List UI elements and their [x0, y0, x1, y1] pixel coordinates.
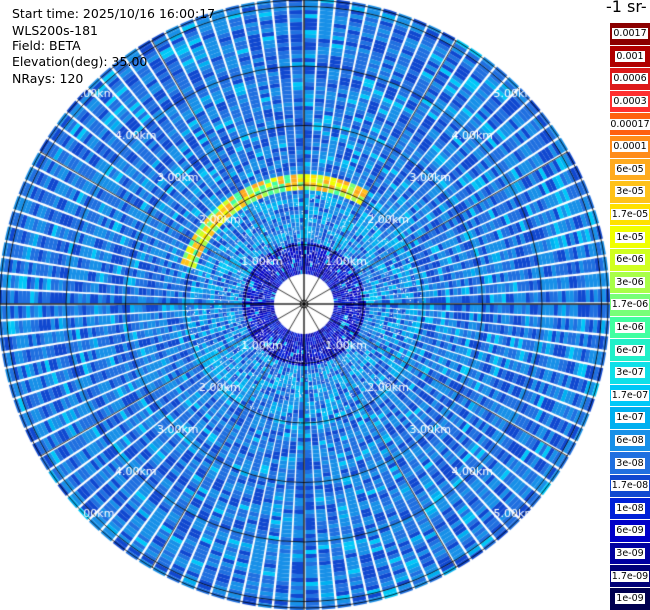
- colorbar-swatch: 0.0006: [610, 67, 650, 90]
- colorbar-tick-label: 1.7e-07: [610, 389, 650, 401]
- colorbar-swatch: 0.0017: [610, 22, 650, 45]
- field-label: Field: BETA: [12, 38, 81, 53]
- colorbar-swatch: 1.7e-08: [610, 474, 650, 497]
- colorbar-swatch: 6e-07: [610, 338, 650, 361]
- colorbar-tick-label: 0.0003: [612, 96, 648, 108]
- colorbar-tick-label: 0.0017: [612, 28, 648, 40]
- colorbar-tick-label: 1e-07: [615, 412, 645, 424]
- colorbar-swatch: 3e-05: [610, 180, 650, 203]
- colorbar-tick-label: 3e-08: [615, 457, 645, 469]
- colorbar-swatch: 6e-08: [610, 428, 650, 452]
- colorbar-tick-label: 6e-08: [615, 435, 645, 447]
- colorbar-swatch: 1.7e-09: [610, 564, 650, 587]
- colorbar-swatch: 6e-09: [610, 519, 650, 542]
- colorbar-swatch: 3e-09: [610, 541, 650, 565]
- ppi-scan-plot: [0, 0, 610, 610]
- colorbar-tick-label: 3e-07: [615, 367, 645, 379]
- colorbar-tick-label: 1e-09: [615, 593, 645, 605]
- colorbar-swatch: 1.7e-07: [610, 383, 650, 407]
- colorbar-tick-label: 3e-09: [615, 548, 645, 560]
- colorbar-tick-label: 6e-09: [615, 525, 645, 537]
- colorbar-tick-label: 1.7e-08: [610, 480, 650, 492]
- colorbar-unit-label: -1 sr-: [606, 0, 647, 16]
- colorbar-tick-label: 1.7e-09: [610, 570, 650, 582]
- colorbar-tick-label: 1.7e-06: [610, 299, 650, 311]
- colorbar-tick-label: 1e-05: [615, 231, 645, 243]
- colorbar-tick-label: 0.00017: [609, 118, 650, 130]
- colorbar-swatch: 1e-05: [610, 225, 650, 248]
- colorbar-tick-label: 0.0006: [612, 73, 648, 85]
- nrays-label: NRays: 120: [12, 71, 84, 86]
- colorbar-tick-label: 6e-05: [615, 163, 645, 175]
- start-time-label: Start time: 2025/10/16 16:00:17: [12, 6, 216, 21]
- colorbar-swatch: 0.001: [610, 44, 650, 68]
- colorbar-tick-label: 6e-06: [615, 254, 645, 266]
- colorbar-swatch: 6e-06: [610, 248, 650, 271]
- elevation-label: Elevation(deg): 35.00: [12, 54, 148, 69]
- colorbar-tick-label: 1.7e-05: [610, 209, 650, 221]
- colorbar-swatch: 3e-06: [610, 270, 650, 294]
- colorbar-swatch: 3e-08: [610, 451, 650, 474]
- colorbar-tick-label: 3e-06: [615, 276, 645, 288]
- colorbar-swatch: 3e-07: [610, 361, 650, 384]
- colorbar-tick-label: 0.0001: [612, 141, 648, 153]
- station-label: WLS200s-181: [12, 23, 98, 38]
- colorbar-swatch: 1e-08: [610, 496, 650, 520]
- colorbar-swatch: 1e-07: [610, 406, 650, 429]
- colorbar-swatch: 1.7e-06: [610, 293, 650, 316]
- colorbar-swatch: 1.7e-05: [610, 202, 650, 226]
- colorbar-swatch: 6e-05: [610, 157, 650, 181]
- colorbar-tick-label: 1e-08: [615, 502, 645, 514]
- colorbar-tick-label: 6e-07: [615, 344, 645, 356]
- colorbar-tick-label: 3e-05: [615, 186, 645, 198]
- colorbar-tick-label: 0.001: [615, 50, 645, 62]
- colorbar: 0.0017 0.001 0.0006 0.0003 0.00017 0.0001 6e-0…: [609, 22, 650, 610]
- colorbar-tick-label: 1e-06: [615, 322, 645, 334]
- colorbar-swatch: 1e-09: [610, 587, 650, 610]
- colorbar-swatch: 0.0001: [610, 135, 650, 158]
- colorbar-swatch: 0.00017: [609, 112, 650, 135]
- colorbar-swatch: 0.0003: [610, 89, 650, 113]
- colorbar-swatch: 1e-06: [610, 315, 650, 339]
